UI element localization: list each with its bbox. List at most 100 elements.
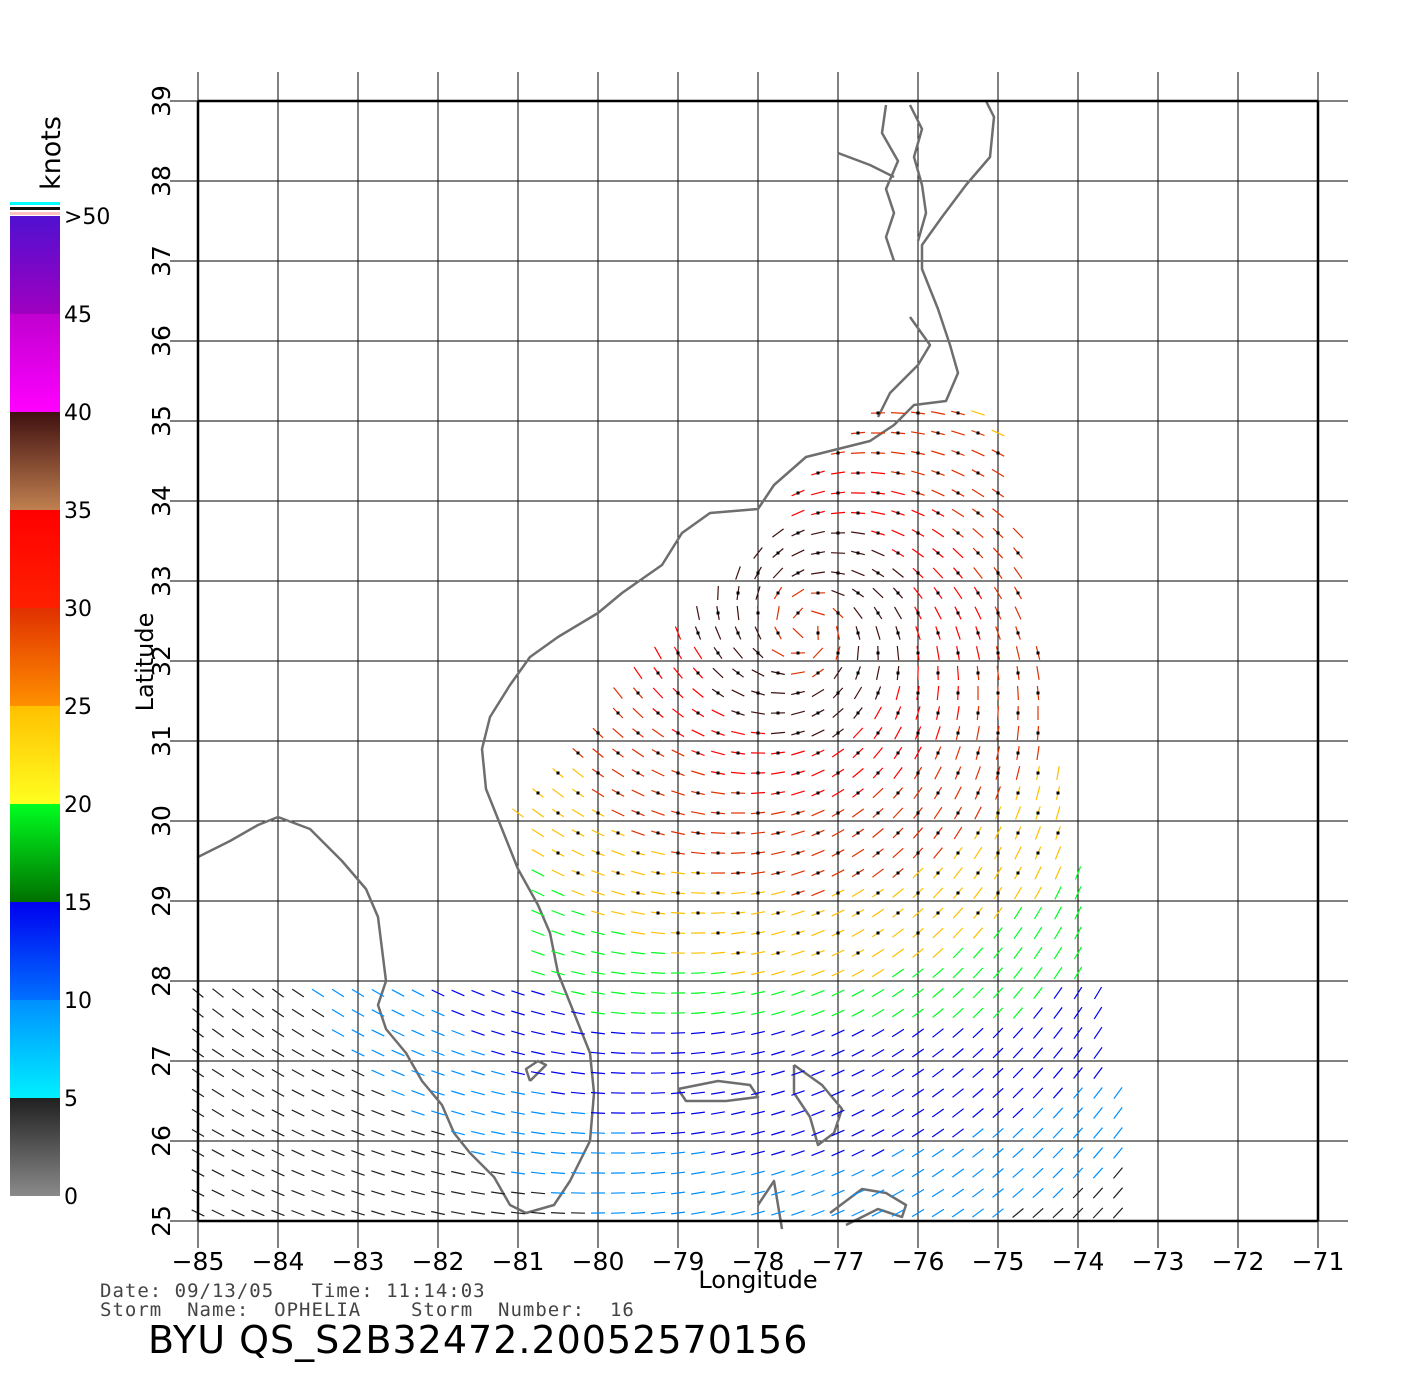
rain-flag-dot (696, 911, 700, 915)
wind-vector (730, 1051, 746, 1055)
eleuthera-island (829, 1187, 908, 1227)
rain-flag-dot (976, 471, 980, 475)
wind-vector (992, 1067, 1004, 1079)
wind-vector (751, 1170, 765, 1176)
wind-vector (1013, 987, 1023, 999)
wind-vector (431, 1130, 445, 1136)
wind-vector (671, 790, 685, 796)
wind-vector (710, 951, 726, 955)
rain-flag-dot (1056, 831, 1060, 835)
wind-vector (771, 930, 785, 936)
wind-vector (1054, 906, 1062, 920)
wind-vector (912, 948, 924, 958)
rain-flag-dot (796, 571, 800, 575)
wind-vector (791, 950, 805, 956)
wind-vector (271, 1068, 285, 1078)
rain-flag-dot (996, 611, 1000, 615)
rain-flag-dot (776, 631, 780, 635)
wind-vector (830, 552, 846, 554)
wind-vector (631, 830, 645, 836)
legend-label: 30 (64, 597, 92, 622)
wind-vector (611, 850, 625, 856)
rain-flag-dot (876, 771, 880, 775)
wind-vector (811, 1029, 825, 1037)
rain-flag-dot (936, 591, 940, 595)
wind-vector (891, 1128, 905, 1138)
longitude-tick-label: −80 (572, 1247, 625, 1276)
rain-flag-dot (996, 491, 1000, 495)
wind-vector (670, 1071, 686, 1075)
wind-vector (831, 471, 845, 475)
wind-vector (750, 911, 766, 915)
rain-flag-dot (1016, 591, 1020, 595)
wind-vector (972, 527, 984, 539)
wind-vector (1053, 966, 1063, 980)
wind-vector (872, 868, 884, 878)
wind-vector (853, 607, 863, 619)
wind-vector (831, 1029, 845, 1037)
rain-flag-dot (816, 591, 820, 595)
rain-flag-dot (976, 831, 980, 835)
rain-flag-dot (856, 791, 860, 795)
wind-vector (471, 1110, 485, 1116)
wind-vector (1013, 967, 1023, 979)
rain-flag-dot (876, 451, 880, 455)
wind-vector (730, 771, 746, 775)
wind-vector (1012, 1208, 1024, 1218)
wind-vector (1113, 1086, 1123, 1100)
wind-vector (992, 547, 1004, 559)
wind-vector (650, 931, 666, 935)
wind-vector (570, 1131, 586, 1135)
rain-flag-dot (836, 531, 840, 535)
rain-flag-dot (636, 811, 640, 815)
longitude-tick-label: −71 (1292, 1247, 1345, 1276)
wind-vector (992, 1168, 1004, 1178)
wind-vector (972, 1088, 984, 1098)
wind-vector (451, 1050, 465, 1056)
legend-label: >50 (64, 205, 110, 230)
rain-flag-dot (936, 711, 940, 715)
wind-vector (791, 1150, 805, 1156)
wind-vector (891, 968, 905, 978)
rain-flag-dot (916, 731, 920, 735)
wind-vector (610, 1011, 626, 1015)
wind-vector (875, 626, 881, 640)
wind-vector (471, 1150, 485, 1156)
wind-vector (971, 410, 985, 416)
wind-vector (733, 647, 743, 659)
wind-vector (471, 1090, 485, 1096)
wind-vector (391, 1049, 405, 1057)
wind-vector (750, 791, 766, 795)
legend-band-35-40 (10, 412, 60, 510)
longitude-tick-label: −72 (1212, 1247, 1265, 1276)
rain-flag-dot (656, 791, 660, 795)
rain-flag-dot (716, 931, 720, 935)
wind-vector (710, 912, 726, 914)
wind-vector (212, 988, 224, 998)
rain-flag-dot (996, 731, 1000, 735)
rain-flag-dot (876, 491, 880, 495)
rain-flag-dot (576, 751, 580, 755)
wind-vector (351, 1029, 365, 1037)
wind-vector (331, 1029, 345, 1037)
wind-vector (952, 967, 964, 979)
wind-vector (271, 1048, 285, 1058)
wind-vector (351, 1069, 365, 1077)
rain-flag-dot (856, 751, 860, 755)
rain-flag-dot (856, 431, 860, 435)
wind-vector (972, 1208, 984, 1218)
wind-vector (631, 931, 645, 935)
wind-vector (851, 1129, 865, 1137)
rain-flag-dot (956, 811, 960, 815)
rain-flag-dot (776, 711, 780, 715)
wind-vector (491, 1010, 505, 1016)
wind-vector (911, 1108, 925, 1118)
wind-vector (570, 1011, 586, 1015)
wind-vector (211, 1088, 225, 1098)
wind-vector (731, 730, 745, 736)
wind-vector (1032, 1067, 1044, 1079)
longitude-tick-label: −75 (972, 1247, 1025, 1276)
wind-vector (730, 991, 746, 995)
wind-vector (791, 1210, 805, 1216)
rain-flag-dot (956, 451, 960, 455)
